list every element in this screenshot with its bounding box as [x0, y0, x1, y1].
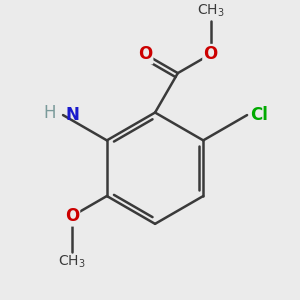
Text: O: O [138, 45, 152, 63]
Text: O: O [65, 207, 79, 225]
Text: N: N [66, 106, 80, 124]
Text: H: H [43, 103, 56, 122]
Text: CH$_3$: CH$_3$ [58, 254, 85, 270]
Text: CH$_3$: CH$_3$ [197, 3, 224, 19]
Text: Cl: Cl [250, 106, 268, 124]
Text: O: O [204, 45, 218, 63]
